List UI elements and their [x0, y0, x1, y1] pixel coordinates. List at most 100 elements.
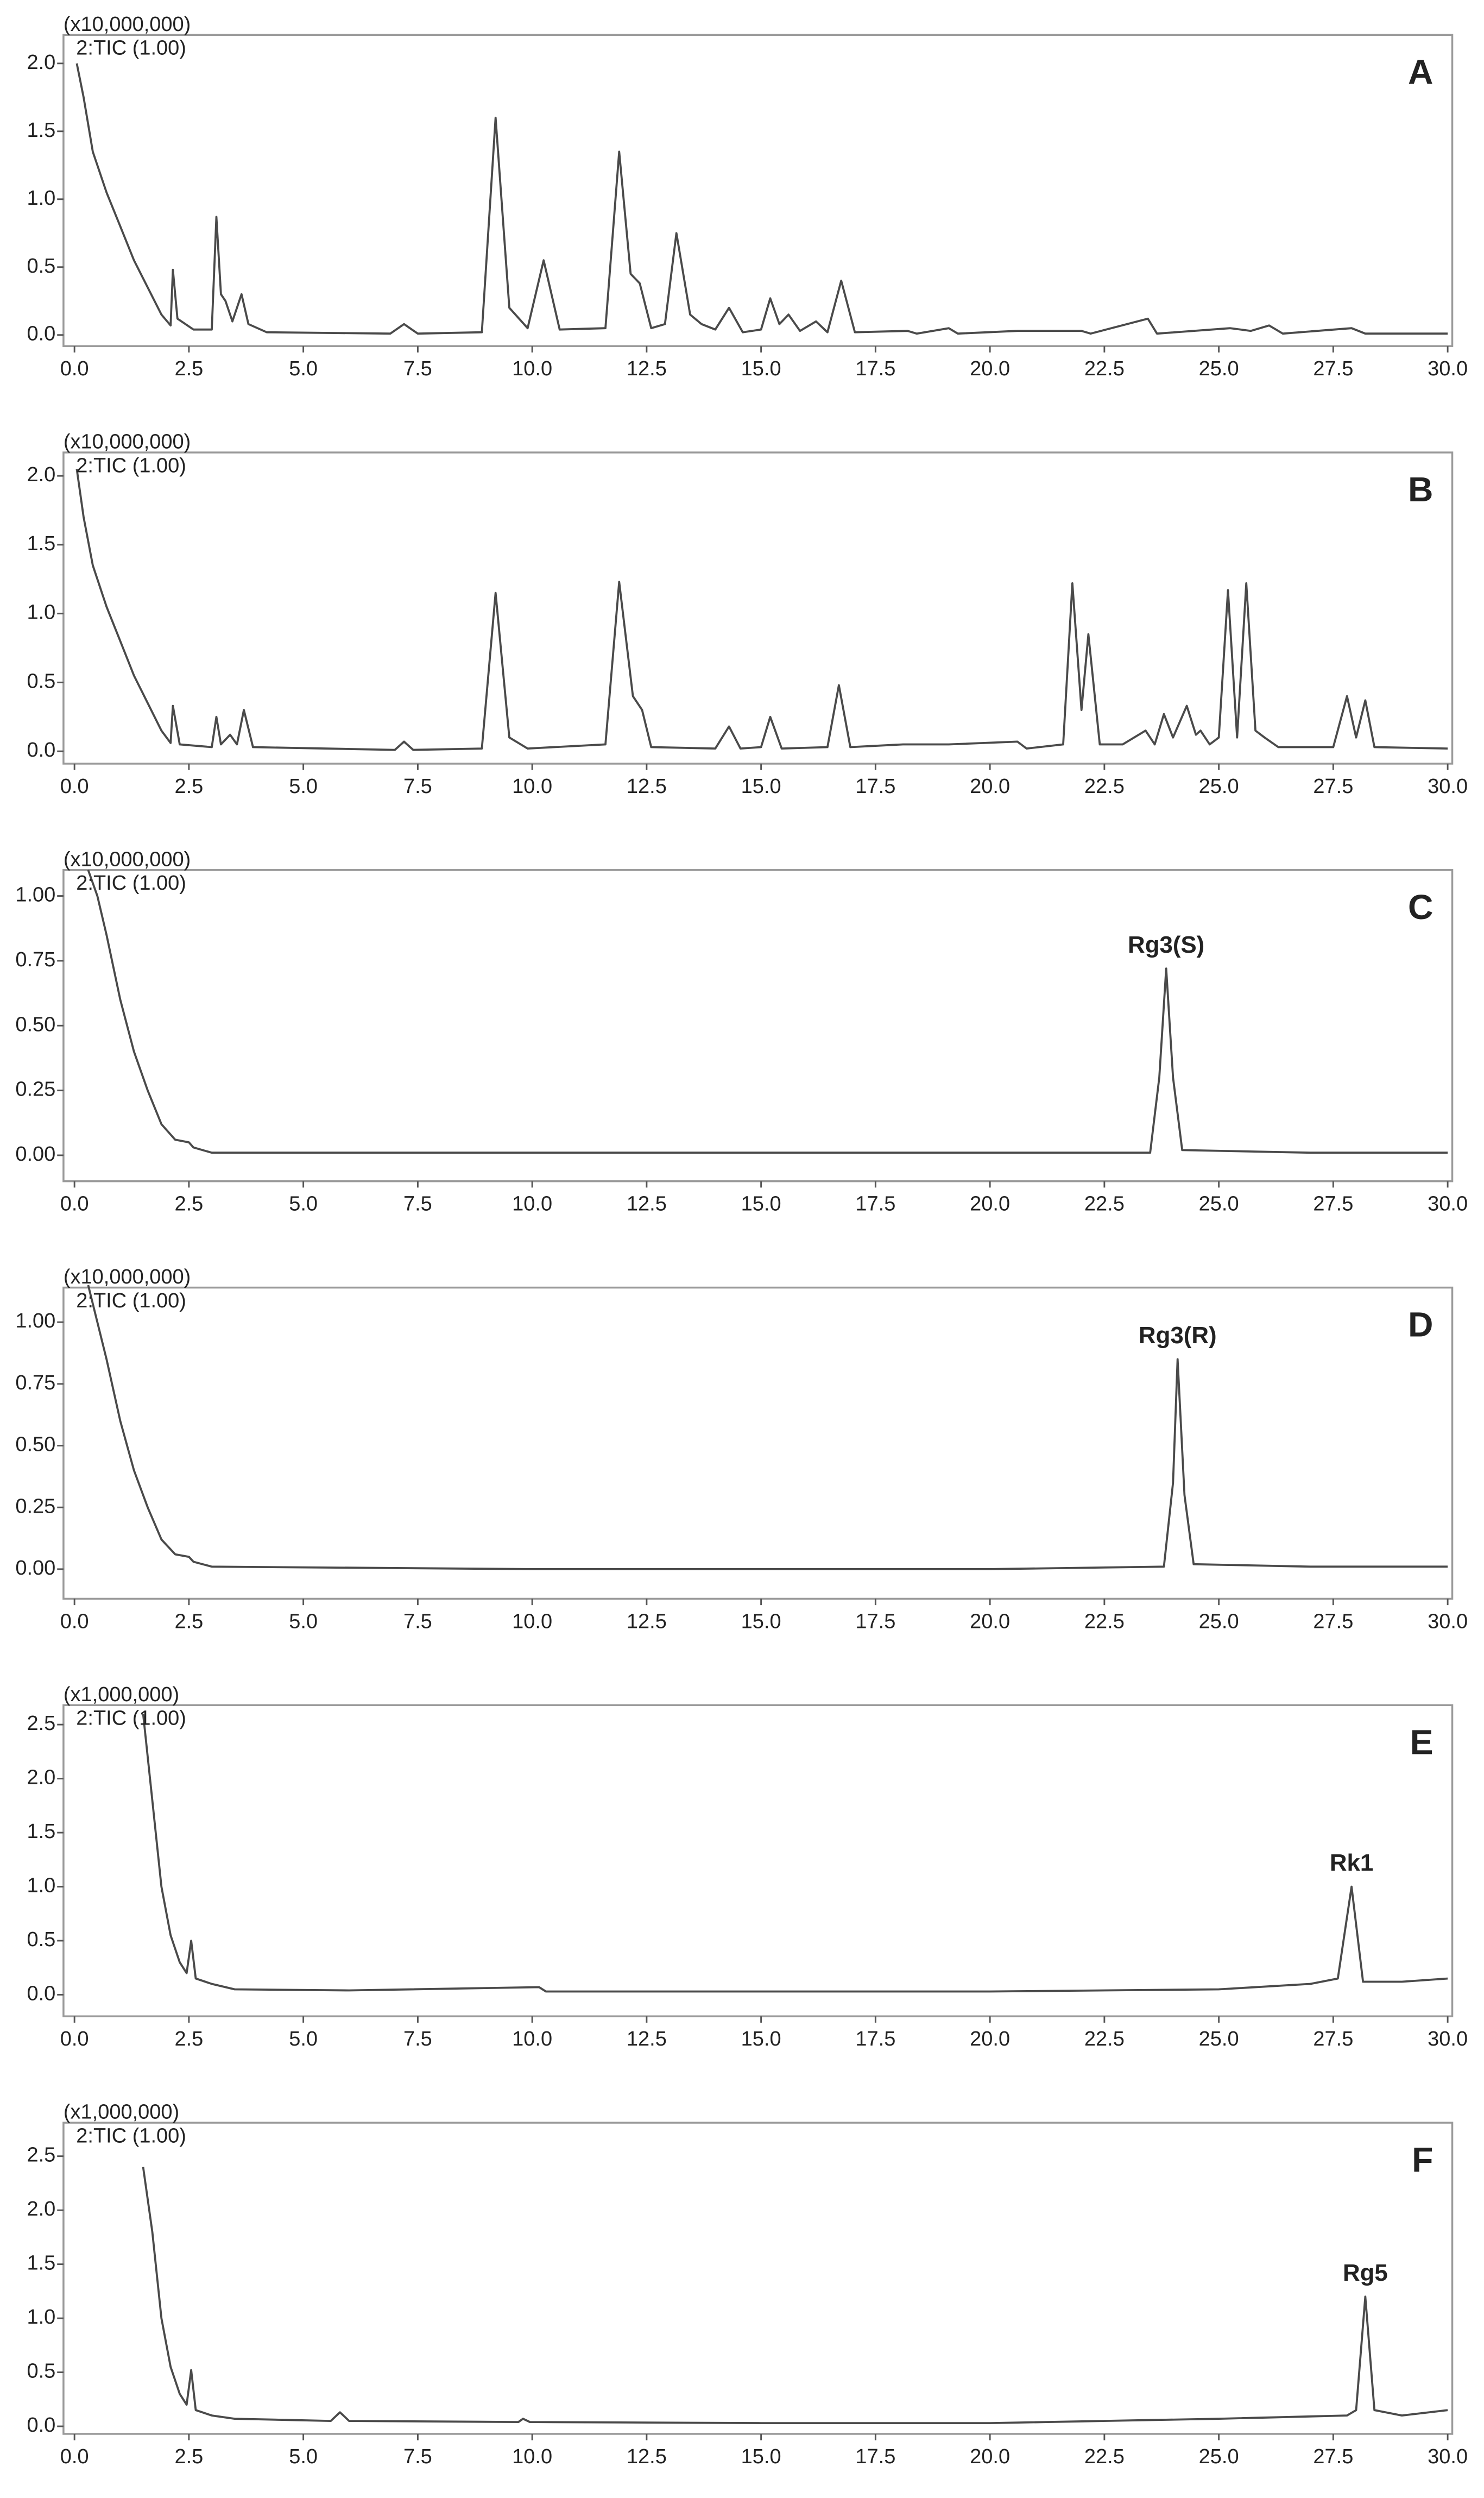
legend-label: 2:TIC (1.00) — [76, 37, 186, 60]
panel-letter: A — [1408, 52, 1433, 91]
x-tick-label: 2.5 — [174, 357, 203, 380]
x-tick-label: 10.0 — [512, 357, 552, 380]
y-multiplier: (x10,000,000) — [64, 13, 191, 36]
x-tick-label: 15.0 — [741, 775, 781, 798]
x-tick-label: 15.0 — [741, 2445, 781, 2468]
legend-label: 2:TIC (1.00) — [76, 454, 186, 477]
x-tick-label: 22.5 — [1084, 775, 1125, 798]
x-tick-label: 7.5 — [403, 2028, 432, 2050]
x-tick-label: 5.0 — [289, 357, 318, 380]
x-tick-label: 22.5 — [1084, 1610, 1125, 1633]
x-tick-label: 30.0 — [1428, 357, 1468, 380]
x-tick-label: 25.0 — [1199, 2445, 1239, 2468]
y-multiplier: (x10,000,000) — [64, 848, 191, 871]
x-tick-label: 27.5 — [1313, 2445, 1353, 2468]
x-tick-label: 7.5 — [403, 1610, 432, 1633]
y-tick-label: 0.0 — [27, 739, 55, 762]
x-tick-label: 12.5 — [627, 357, 667, 380]
x-tick-label: 27.5 — [1313, 1193, 1353, 1216]
x-tick-label: 25.0 — [1199, 2028, 1239, 2050]
x-tick-label: 15.0 — [741, 1610, 781, 1633]
x-tick-label: 7.5 — [403, 1193, 432, 1216]
legend-label: 2:TIC (1.00) — [76, 1707, 186, 1730]
x-tick-label: 20.0 — [970, 2445, 1010, 2468]
x-tick-label: 0.0 — [60, 1610, 89, 1633]
plot-frame — [62, 34, 1454, 347]
x-tick-label: 17.5 — [855, 1193, 895, 1216]
y-multiplier: (x1,000,000) — [64, 2101, 179, 2124]
y-tick-label: 1.0 — [27, 601, 55, 624]
x-tick-label: 17.5 — [855, 1610, 895, 1633]
legend-label: 2:TIC (1.00) — [76, 872, 186, 895]
panel-letter: D — [1408, 1305, 1433, 1344]
legend-label: 2:TIC (1.00) — [76, 1289, 186, 1312]
x-tick-label: 12.5 — [627, 2445, 667, 2468]
x-tick-label: 10.0 — [512, 775, 552, 798]
x-tick-label: 20.0 — [970, 2028, 1010, 2050]
y-tick-label: 0.5 — [27, 255, 55, 278]
y-multiplier: (x1,000,000) — [64, 1683, 179, 1706]
x-tick-label: 0.0 — [60, 2445, 89, 2468]
chromatogram-line — [87, 870, 1448, 1154]
plot-frame — [62, 1704, 1454, 2017]
x-tick-label: 12.5 — [627, 1193, 667, 1216]
x-tick-label: 25.0 — [1199, 357, 1239, 380]
x-tick-label: 15.0 — [741, 357, 781, 380]
x-tick-label: 0.0 — [60, 775, 89, 798]
x-tick-label: 27.5 — [1313, 775, 1353, 798]
y-tick-label: 2.5 — [27, 2144, 55, 2167]
y-tick-label: 2.0 — [27, 2198, 55, 2220]
y-tick-label: 1.0 — [27, 187, 55, 210]
y-tick-label: 0.5 — [27, 2360, 55, 2383]
x-tick-label: 27.5 — [1313, 357, 1353, 380]
x-tick-label: 30.0 — [1428, 1610, 1468, 1633]
y-tick-label: 0.5 — [27, 670, 55, 693]
panel-letter: E — [1410, 1722, 1434, 1761]
x-tick-label: 7.5 — [403, 357, 432, 380]
y-tick-label: 1.00 — [15, 1310, 55, 1332]
x-tick-label: 10.0 — [512, 1610, 552, 1633]
x-tick-label: 2.5 — [174, 775, 203, 798]
plot-frame — [62, 1286, 1454, 1600]
y-tick-label: 1.0 — [27, 2306, 55, 2329]
peak-annotation: Rg3(R) — [1139, 1322, 1217, 1349]
y-tick-label: 0.75 — [15, 1371, 55, 1394]
x-tick-label: 30.0 — [1428, 2028, 1468, 2050]
y-tick-label: 0.50 — [15, 1013, 55, 1036]
x-tick-label: 20.0 — [970, 775, 1010, 798]
x-tick-label: 17.5 — [855, 2028, 895, 2050]
x-tick-label: 20.0 — [970, 357, 1010, 380]
chromatogram-line — [142, 2167, 1448, 2424]
x-tick-label: 10.0 — [512, 1193, 552, 1216]
x-tick-label: 5.0 — [289, 2445, 318, 2468]
x-tick-label: 0.0 — [60, 2028, 89, 2050]
y-tick-label: 1.5 — [27, 2252, 55, 2275]
panel-letter: B — [1408, 470, 1433, 509]
x-tick-label: 5.0 — [289, 1610, 318, 1633]
y-tick-label: 0.75 — [15, 948, 55, 971]
plot-frame — [62, 2122, 1454, 2435]
x-tick-label: 30.0 — [1428, 2445, 1468, 2468]
x-tick-label: 30.0 — [1428, 775, 1468, 798]
legend-label: 2:TIC (1.00) — [76, 2124, 186, 2147]
y-tick-label: 0.00 — [15, 1143, 55, 1166]
peak-annotation: Rg5 — [1343, 2260, 1388, 2286]
chromatogram-line — [75, 63, 1448, 335]
y-tick-label: 1.0 — [27, 1874, 55, 1897]
x-tick-label: 5.0 — [289, 1193, 318, 1216]
x-tick-label: 25.0 — [1199, 1193, 1239, 1216]
y-tick-label: 1.5 — [27, 119, 55, 142]
y-tick-label: 0.25 — [15, 1078, 55, 1101]
y-tick-label: 1.5 — [27, 532, 55, 555]
y-tick-label: 1.00 — [15, 884, 55, 907]
x-tick-label: 22.5 — [1084, 357, 1125, 380]
y-tick-label: 2.0 — [27, 1766, 55, 1789]
chromatogram-line — [142, 1713, 1448, 1993]
x-tick-label: 22.5 — [1084, 2028, 1125, 2050]
x-tick-label: 27.5 — [1313, 2028, 1353, 2050]
x-tick-label: 2.5 — [174, 2028, 203, 2050]
x-tick-label: 15.0 — [741, 2028, 781, 2050]
x-tick-label: 10.0 — [512, 2445, 552, 2468]
x-tick-label: 2.5 — [174, 2445, 203, 2468]
